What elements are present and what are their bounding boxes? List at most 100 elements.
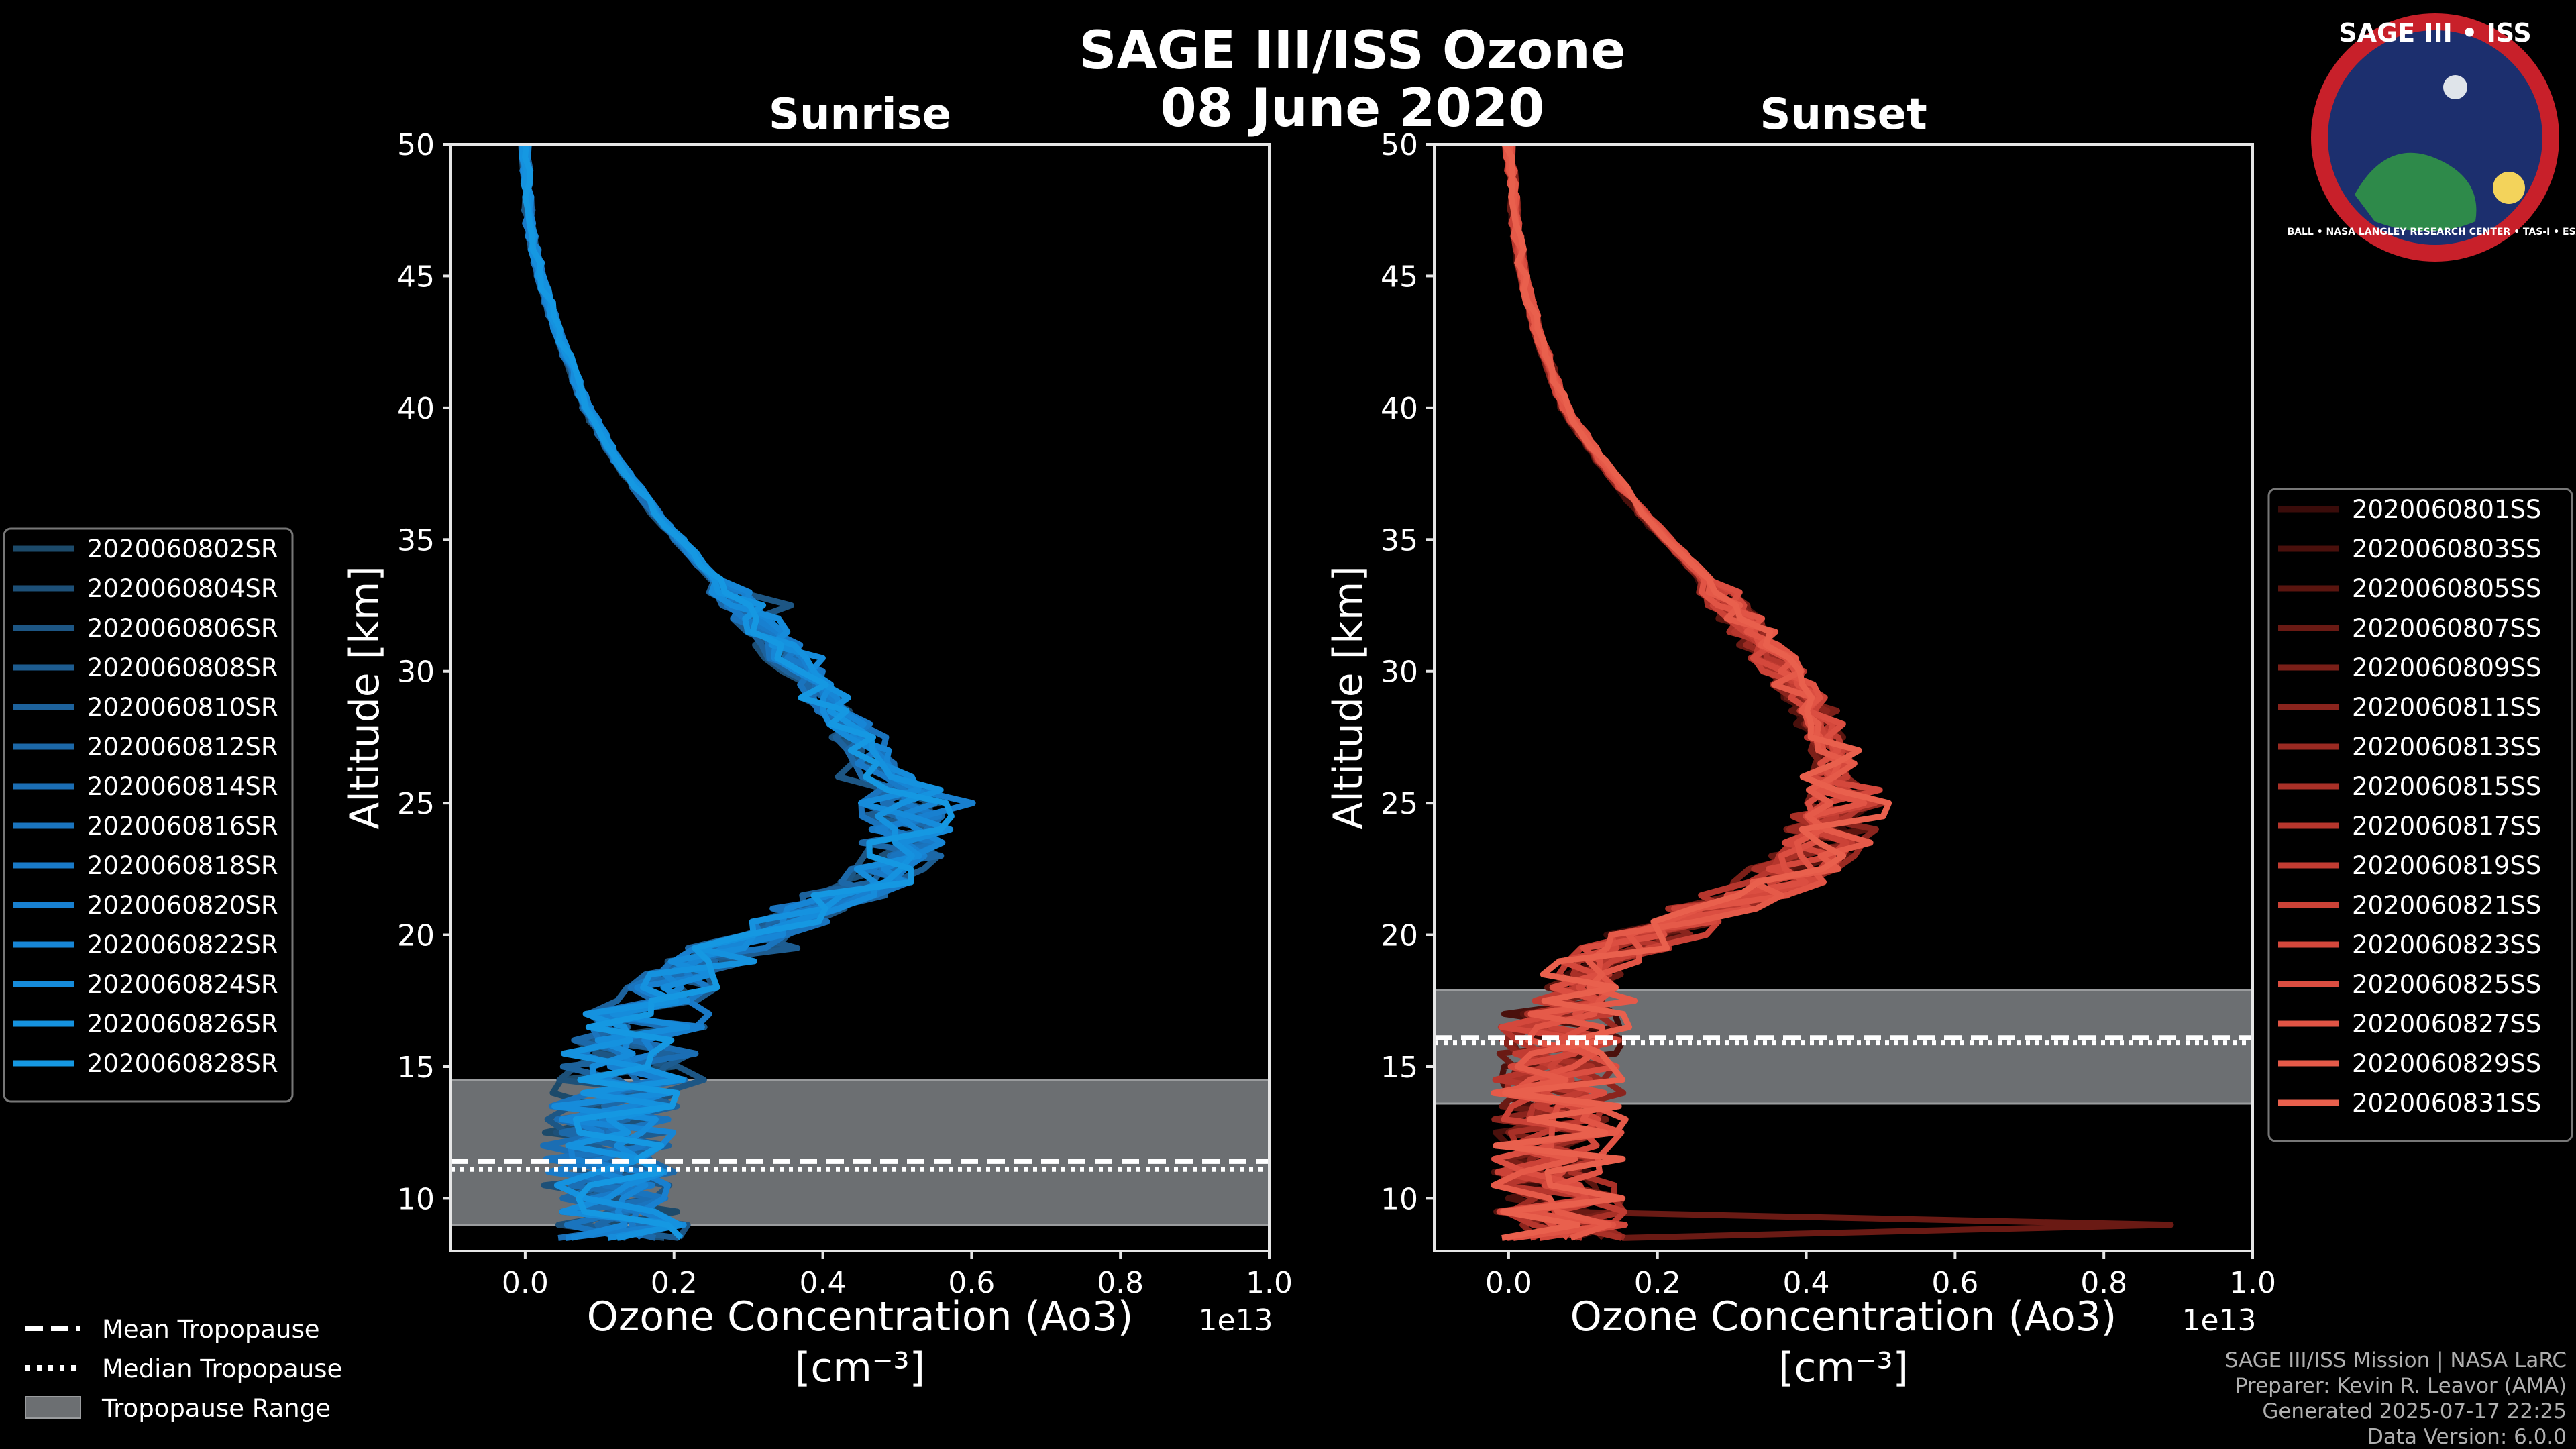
legend-entry: 2020060823SS: [2278, 930, 2541, 959]
y-tick-label: 50: [397, 128, 435, 162]
logo-sun: [2493, 172, 2525, 204]
sunrise-panel: Sunrise 0.0 0.2 0.4 0.6 0.8 1.0 10 15 20 25 30 35 40 4…: [341, 90, 1293, 1391]
tropopause-legend-label: Median Tropopause: [102, 1354, 342, 1383]
y-tick-label: 30: [397, 655, 435, 690]
panel-title: Sunset: [1760, 90, 1927, 140]
y-tick-label: 20: [397, 919, 435, 953]
x-tick-label: 0.8: [2080, 1266, 2127, 1300]
y-tick-label: 45: [397, 260, 435, 294]
panel-title: Sunrise: [769, 90, 951, 140]
y-tick-label: 15: [397, 1051, 435, 1085]
legend-entry: 2020060816SR: [13, 812, 278, 841]
legend-entry: 2020060825SS: [2278, 970, 2541, 999]
x-tick-label: 1.0: [2229, 1266, 2276, 1300]
legend-entry: 2020060811SS: [2278, 693, 2541, 722]
legend-entry: 2020060809SS: [2278, 653, 2541, 682]
legend-entry: 2020060828SR: [13, 1049, 278, 1078]
figure-title-line2: 08 June 2020: [1161, 78, 1545, 139]
footer-mission: SAGE III/ISS Mission | NASA LaRC: [2225, 1348, 2567, 1373]
legend-label: 2020060818SR: [87, 851, 278, 880]
legend-entry: 2020060815SS: [2278, 772, 2541, 801]
footer-version: Data Version: 6.0.0: [2367, 1425, 2567, 1449]
legend-label: 2020060815SS: [2352, 772, 2541, 801]
legend-label: 2020060801SS: [2352, 495, 2541, 524]
legend-label: 2020060826SR: [87, 1010, 278, 1038]
legend-box: [2267, 488, 2573, 1142]
legend-entry: 2020060802SR: [13, 535, 278, 564]
legend-entry: 2020060804SR: [13, 574, 278, 603]
legend-entry: 2020060810SR: [13, 693, 278, 722]
legend-entry: 2020060801SS: [2278, 495, 2541, 524]
legend-label: 2020060814SR: [87, 772, 278, 801]
tropopause-legend-entry: Tropopause Range: [25, 1394, 331, 1423]
x-tick-label: 0.2: [651, 1266, 698, 1300]
x-axis-units: [cm⁻³]: [795, 1344, 925, 1391]
x-tick-label: 0.6: [948, 1266, 995, 1300]
sunset-panel: Sunset 0.0 0.2 0.4 0.6 0.8 1.0 10 15 20 25 30 35 40 45…: [1325, 90, 2276, 1391]
y-tick-label: 50: [1381, 128, 1418, 162]
figure-title-line1: SAGE III/ISS Ozone: [1079, 21, 1625, 81]
legend-label: 2020060807SS: [2352, 614, 2541, 643]
legend-label: 2020060809SS: [2352, 653, 2541, 682]
legend-label: 2020060829SS: [2352, 1049, 2541, 1078]
y-axis-label: Altitude [km]: [341, 566, 388, 830]
profile-lines: [1491, 144, 2174, 1241]
legend-label: 2020060816SR: [87, 812, 278, 841]
x-tick-label: 0.4: [1783, 1266, 1830, 1300]
y-tick-label: 35: [1381, 523, 1418, 557]
legend-entry: 2020060817SS: [2278, 812, 2541, 841]
plot-frame: [1433, 143, 2254, 1252]
y-axis-label: Altitude [km]: [1325, 566, 1372, 830]
legend-label: 2020060824SR: [87, 970, 278, 999]
y-tick-label: 40: [1381, 392, 1418, 426]
legend-entry: 2020060819SS: [2278, 851, 2541, 880]
x-tick-label: 1.0: [1246, 1266, 1293, 1300]
legend-entry: 2020060822SR: [13, 930, 278, 959]
y-tick-label: 30: [1381, 655, 1418, 690]
x-tick-label: 0.0: [502, 1266, 549, 1300]
sunrise-legend: 2020060802SR 2020060804SR 2020060806SR 2020…: [3, 527, 294, 1103]
legend-label: 2020060808SR: [87, 653, 278, 682]
x-tick-label: 0.6: [1931, 1266, 1978, 1300]
tropopause-legend-label: Mean Tropopause: [102, 1315, 320, 1344]
footer-credits: SAGE III/ISS Mission | NASA LaRC Prepare…: [2225, 1348, 2567, 1449]
y-tick-label: 10: [1381, 1182, 1418, 1216]
tropopause-legend-entry: Mean Tropopause: [25, 1315, 320, 1344]
y-tick-label: 25: [397, 787, 435, 821]
legend-label: 2020060805SS: [2352, 574, 2541, 603]
x-axis-units: [cm⁻³]: [1778, 1344, 1909, 1391]
plot-frame: [449, 143, 1271, 1252]
tropopause-legend: Mean Tropopause Median Tropopause Tropopau…: [25, 1315, 342, 1423]
profile-line-2020060828SR: [522, 144, 955, 1240]
legend-entry: 2020060808SR: [13, 653, 278, 682]
logo-ring-text: BALL • NASA LANGLEY RESEARCH CENTER • TA…: [2287, 227, 2576, 237]
legend-entry: 2020060821SS: [2278, 891, 2541, 920]
legend-label: 2020060821SS: [2352, 891, 2541, 920]
legend-entry: 2020060807SS: [2278, 614, 2541, 643]
legend-entry: 2020060820SR: [13, 891, 278, 920]
x-axis-label: Ozone Concentration (Ao3): [587, 1293, 1134, 1340]
legend-label: 2020060804SR: [87, 574, 278, 603]
x-tick-label: 0.0: [1485, 1266, 1532, 1300]
legend-label: 2020060820SR: [87, 891, 278, 920]
legend-entry: 2020060814SR: [13, 772, 278, 801]
legend-entry: 2020060829SS: [2278, 1049, 2541, 1078]
y-tick-label: 15: [1381, 1051, 1418, 1085]
legend-label: 2020060803SS: [2352, 535, 2541, 564]
y-tick-label: 25: [1381, 787, 1418, 821]
y-tick-label: 45: [1381, 260, 1418, 294]
legend-entry: 2020060806SR: [13, 614, 278, 643]
x-offset-label: 1e13: [2182, 1303, 2256, 1338]
legend-entry: 2020060805SS: [2278, 574, 2541, 603]
y-tick-label: 20: [1381, 919, 1418, 953]
legend-label: 2020060812SR: [87, 733, 278, 761]
legend-range-swatch: [25, 1396, 81, 1419]
legend-entry: 2020060812SR: [13, 733, 278, 761]
legend-label: 2020060819SS: [2352, 851, 2541, 880]
legend-entry: 2020060813SS: [2278, 733, 2541, 761]
x-tick-label: 0.4: [800, 1266, 847, 1300]
sunset-legend: 2020060801SS 2020060803SS 2020060805SS 2020…: [2267, 488, 2573, 1142]
legend-label: 2020060817SS: [2352, 812, 2541, 841]
y-tick-label: 35: [397, 523, 435, 557]
